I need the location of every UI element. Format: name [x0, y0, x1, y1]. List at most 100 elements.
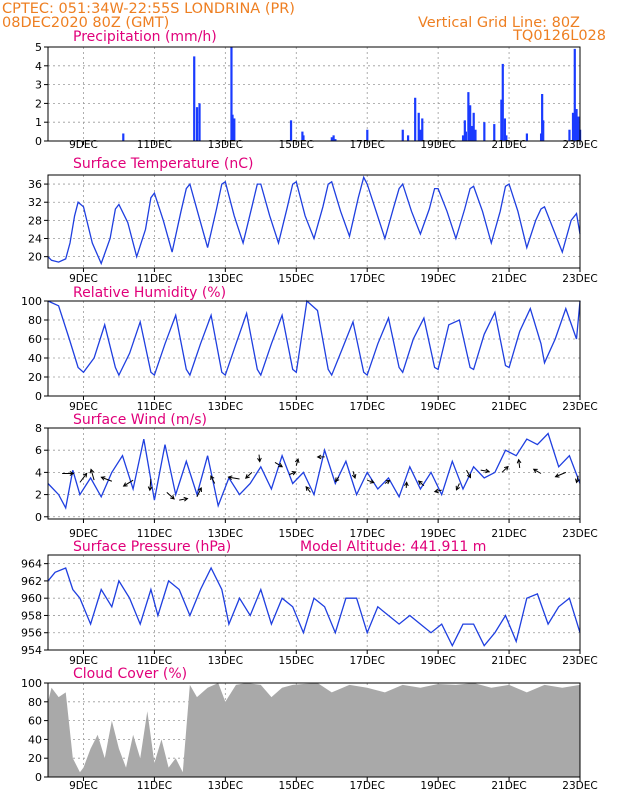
- wind-ytick-label: 2: [35, 489, 42, 502]
- cloud-xtick-label: 21DEC: [491, 780, 526, 792]
- precip-bar: [366, 129, 369, 141]
- wind-arrow-shaft: [149, 479, 152, 491]
- precip-ytick-label: 5: [35, 41, 42, 54]
- precip-bar: [568, 129, 571, 141]
- wind-arrow-shaft: [288, 471, 296, 476]
- temp-ytick-label: 36: [28, 178, 42, 191]
- precip-bar: [419, 129, 422, 141]
- temp-xtick-label: 19DEC: [420, 273, 455, 285]
- rh-frame: [47, 300, 581, 397]
- rh-ytick-label: 60: [28, 333, 42, 346]
- wind-arrow-shaft: [90, 469, 95, 481]
- rh-xtick-label: 13DEC: [208, 401, 243, 413]
- pres-xtick-label: 21DEC: [491, 655, 526, 667]
- wind-frame: [47, 427, 581, 520]
- wind-arrow-head: [89, 468, 95, 474]
- pres-series-line: [47, 566, 581, 648]
- precip-bar: [231, 114, 234, 141]
- precip-bar: [463, 120, 466, 141]
- pressure-title: Surface Pressure (hPa): [73, 539, 231, 555]
- wind-arrow-shaft: [576, 475, 579, 483]
- precip-xtick-label: 15DEC: [279, 139, 314, 151]
- wind-arrow-head: [69, 471, 75, 476]
- cloud-ytick-label: 0: [35, 771, 42, 784]
- wind-arrow-head: [504, 465, 509, 471]
- precip-xtick-label: 13DEC: [208, 139, 243, 151]
- wind-arrow-shaft: [196, 487, 202, 498]
- precip-bar: [122, 133, 125, 141]
- temp-xtick-label: 23DEC: [562, 273, 597, 285]
- pres-ytick-label: 962: [21, 575, 42, 588]
- rh-xtick-label: 21DEC: [491, 401, 526, 413]
- humidity-title: Relative Humidity (%): [73, 285, 226, 301]
- precip-ytick-label: 2: [35, 97, 42, 110]
- wind-arrow-shaft: [434, 489, 442, 493]
- temp-xtick-label: 9DEC: [69, 273, 98, 285]
- precip-bar: [289, 120, 293, 141]
- precip-bar: [573, 48, 576, 141]
- wind-arrow-head: [170, 494, 175, 500]
- wind-arrow-head: [210, 475, 215, 481]
- wind-arrow-shaft: [533, 468, 542, 474]
- precip-frame: [47, 46, 581, 142]
- precip-bar: [401, 129, 404, 141]
- cloud-xtick-label: 23DEC: [562, 780, 597, 792]
- wind-xtick-label: 15DEC: [279, 528, 314, 540]
- precip-bar: [332, 135, 335, 141]
- precip-bar: [472, 112, 475, 141]
- wind-ytick-label: 4: [35, 466, 42, 479]
- pres-ytick-label: 954: [21, 644, 42, 657]
- wind-ytick-label: 6: [35, 444, 42, 457]
- precip-ytick-label: 3: [35, 79, 42, 92]
- wind-arrow-head: [82, 472, 88, 478]
- wind-arrow-head: [100, 476, 106, 481]
- pres-frame: [47, 554, 581, 651]
- precip-bar: [525, 133, 528, 141]
- cloud-xtick-label: 17DEC: [349, 780, 384, 792]
- precip-xtick-label: 11DEC: [137, 139, 172, 151]
- temp-frame: [47, 174, 581, 269]
- pres-xtick-label: 23DEC: [562, 655, 597, 667]
- precip-bar: [575, 109, 578, 141]
- cloud-xtick-label: 11DEC: [137, 780, 172, 792]
- temp-ytick-label: 20: [28, 251, 42, 264]
- wind-arrow-head: [466, 473, 471, 479]
- wind-arrow-shaft: [305, 486, 311, 493]
- rh-xtick-label: 23DEC: [562, 401, 597, 413]
- temp-series-line: [47, 175, 581, 266]
- wind-arrow-shaft: [352, 471, 356, 479]
- wind-arrow-head: [316, 454, 322, 460]
- wind-arrow-head: [532, 468, 538, 473]
- temp-ytick-label: 24: [28, 233, 42, 246]
- wind-arrow-shaft: [456, 483, 460, 491]
- wind-arrow-head: [417, 480, 423, 486]
- precip-bar: [417, 112, 420, 141]
- precip-bar: [198, 103, 201, 141]
- wind-arrow-head: [455, 485, 460, 491]
- wind-arrow-head: [575, 478, 580, 484]
- pres-xtick-label: 9DEC: [69, 655, 98, 667]
- wind-arrow-shaft: [295, 458, 299, 466]
- precip-xtick-label: 21DEC: [491, 139, 526, 151]
- header-grid-note: Vertical Grid Line: 80Z: [418, 15, 580, 31]
- model-altitude-label: Model Altitude: 441.911 m: [300, 539, 486, 555]
- wind-arrow-shaft: [555, 471, 567, 478]
- precip-bar: [474, 129, 477, 141]
- wind-arrow-shaft: [210, 475, 216, 484]
- cloud-xtick-label: 13DEC: [208, 780, 243, 792]
- precip-xtick-label: 19DEC: [420, 139, 455, 151]
- wind-arrow-head: [334, 477, 340, 483]
- pres-xtick-label: 15DEC: [279, 655, 314, 667]
- precip-bar: [542, 120, 545, 141]
- wind-arrow-shaft: [258, 454, 261, 462]
- wind-arrow-shaft: [123, 479, 134, 487]
- cloud-cover-title: Cloud Cover (%): [73, 666, 187, 682]
- temp-xtick-label: 11DEC: [137, 273, 172, 285]
- wind-arrow-shaft: [367, 479, 374, 484]
- wind-panel: Surface Wind (m/s) 0 2 4 6 8 9DEC 11DEC 13DEC 15…: [35, 412, 598, 540]
- precip-bar: [421, 118, 424, 141]
- precip-bar: [577, 116, 580, 141]
- precip-bar: [467, 92, 470, 141]
- header-model-code: TQ0126L028: [512, 28, 606, 44]
